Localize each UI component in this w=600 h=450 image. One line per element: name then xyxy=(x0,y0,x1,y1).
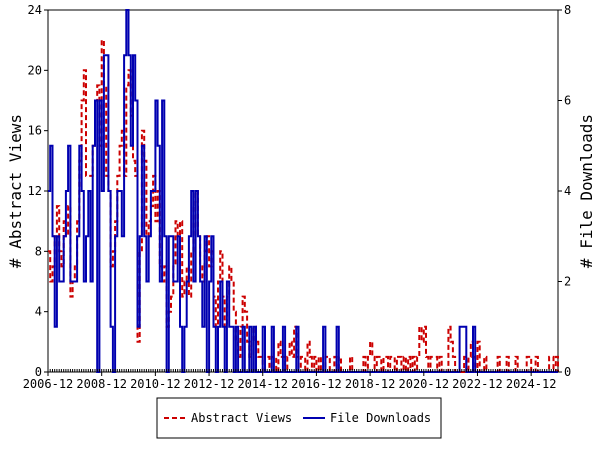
plot-area xyxy=(47,9,559,373)
x-tick-label: 2016-12 xyxy=(291,377,342,391)
y-left-tick-label: 4 xyxy=(35,305,42,319)
y-right-tick-label: 2 xyxy=(564,275,571,289)
x-tick-label: 2020-12 xyxy=(399,377,450,391)
x-tick-label: 2024-12 xyxy=(506,377,557,391)
y-right-tick-label: 4 xyxy=(564,184,571,198)
y-left-tick-label: 0 xyxy=(35,365,42,379)
y-axis-left: 0 4 8 12 16 20 24 xyxy=(28,3,48,379)
y-left-tick-label: 12 xyxy=(28,184,42,198)
x-tick-label: 2010-12 xyxy=(130,377,181,391)
legend-label-file-downloads: File Downloads xyxy=(330,411,431,425)
y-axis-left-title: # Abstract Views xyxy=(6,114,25,268)
y-axis-right: 0 2 4 6 8 xyxy=(558,3,571,379)
legend-box xyxy=(156,397,442,439)
y-right-tick-label: 6 xyxy=(564,94,571,108)
x-tick-label: 2018-12 xyxy=(345,377,396,391)
legend: Abstract Views File Downloads xyxy=(156,397,442,439)
x-tick-label: 2008-12 xyxy=(76,377,127,391)
y-right-tick-label: 0 xyxy=(564,365,571,379)
x-tick-label: 2012-12 xyxy=(184,377,235,391)
y-left-tick-label: 24 xyxy=(28,3,42,17)
y-right-tick-label: 8 xyxy=(564,3,571,17)
y-axis-right-title: # File Downloads xyxy=(577,114,596,268)
x-tick-label: 2014-12 xyxy=(237,377,288,391)
y-left-tick-label: 20 xyxy=(28,63,42,77)
legend-label-abstract-views: Abstract Views xyxy=(191,411,292,425)
x-tick-label: 2022-12 xyxy=(452,377,503,391)
y-left-tick-label: 16 xyxy=(28,124,42,138)
y-left-tick-label: 8 xyxy=(35,244,42,258)
x-minor-ticks xyxy=(47,369,559,372)
x-tick-label: 2006-12 xyxy=(23,377,74,391)
x-axis: 2006-12 2008-12 2010-12 2012-12 2014-12 2016-… xyxy=(23,369,559,391)
series-line-abstract-views xyxy=(48,39,559,373)
